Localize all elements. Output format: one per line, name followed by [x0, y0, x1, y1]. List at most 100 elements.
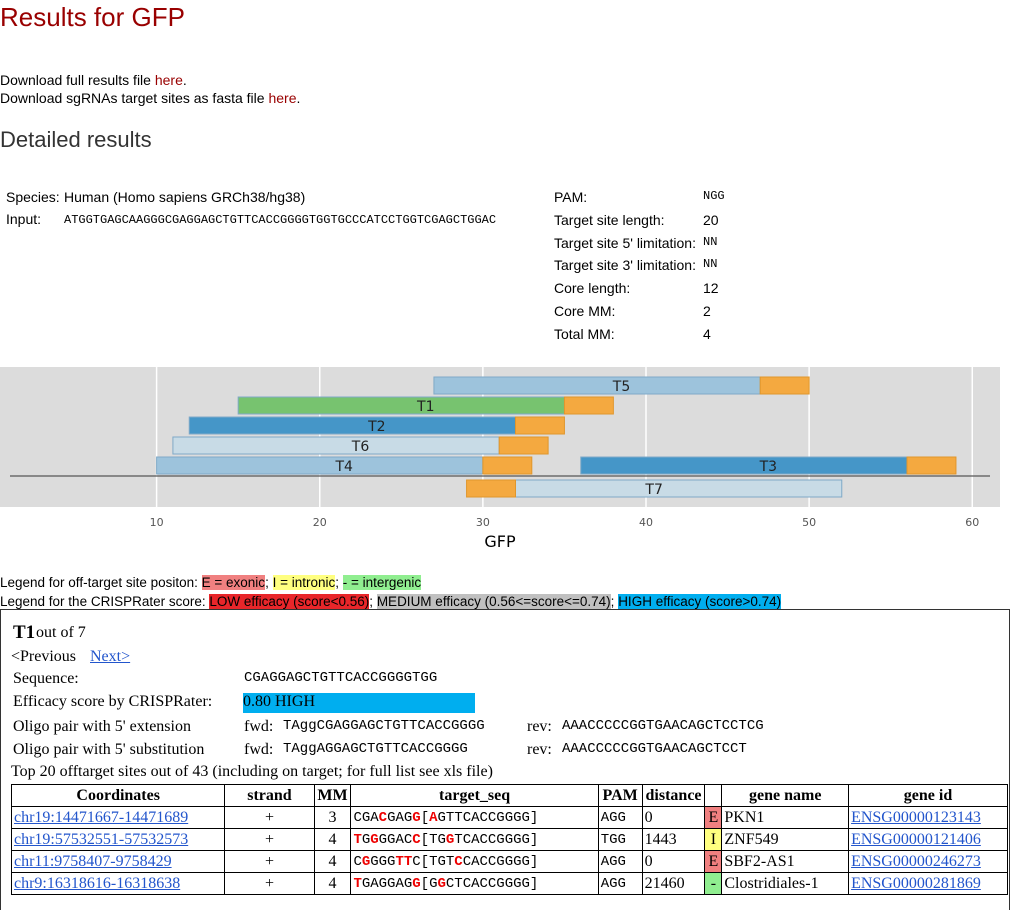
gene-id-link[interactable]: ENSG00000123143: [851, 808, 981, 826]
pam-bar: [906, 456, 957, 475]
cell: +: [224, 850, 315, 873]
download-text: Download full results file: [0, 72, 155, 88]
cell: CGACGAGG[AGTTCACCGGGG]: [350, 806, 599, 829]
param-label: Target site 5' limitation:: [554, 234, 696, 251]
seq-part: [: [420, 809, 430, 826]
cell: -: [704, 872, 723, 895]
cell: TGG: [597, 828, 643, 851]
param-value: 2: [703, 303, 711, 319]
column-header: target_seq: [350, 784, 599, 807]
next-link[interactable]: Next>: [90, 648, 131, 665]
column-header: gene id: [848, 784, 1008, 807]
section-title: Detailed results: [0, 127, 152, 152]
site-label: T6: [351, 439, 370, 455]
legend-item: I = intronic: [272, 575, 336, 590]
legend-item: - = intergenic: [342, 575, 422, 590]
offtarget-table: Coordinates strand MM target_seq PAM distance…: [10, 784, 1008, 895]
seq-part: [G: [420, 875, 438, 892]
download-text: Download sgRNAs target sites as fasta fi…: [0, 90, 269, 106]
downloads: Download full results file here. Download…: [0, 71, 300, 107]
gene-id-link[interactable]: ENSG00000121406: [851, 830, 981, 848]
legend-line: Legend for the CRISPRater score: LOW eff…: [0, 592, 782, 611]
param-label: Target site length:: [554, 211, 665, 228]
param-label: Input:: [6, 211, 42, 227]
gene-id-link[interactable]: ENSG00000246273: [851, 852, 981, 870]
gene-id-link[interactable]: ENSG00000281869: [851, 874, 981, 892]
download-line: Download sgRNAs target sites as fasta fi…: [0, 89, 300, 107]
coordinate-link[interactable]: chr9:16318616-16318638: [14, 874, 181, 892]
target-name: T1: [13, 622, 36, 643]
pam-bar: [482, 456, 533, 475]
cell: ENSG00000123143: [848, 806, 1008, 829]
seq-part: GTTCACCGGGG]: [437, 809, 539, 826]
cell: +: [224, 828, 315, 851]
legend-text: Legend for off-target site positon:: [0, 575, 202, 590]
cell: AGG: [597, 806, 643, 829]
target-count: out of 7: [36, 624, 86, 641]
seq-part: CTCACCGGGG]: [445, 875, 539, 892]
seq-part: G: [445, 831, 455, 848]
site-label: T3: [759, 459, 777, 475]
download-link[interactable]: here: [154, 72, 183, 88]
label: fwd:: [244, 718, 274, 735]
table-caption: Top 20 offtarget sites out of 43 (includ…: [11, 763, 493, 780]
target-plot: 10 20 30 40 50 60 T5 T1 T2 T6 T4 T3 T7 GFP: [0, 367, 1000, 551]
cell: ENSG00000121406: [848, 828, 1008, 851]
download-link[interactable]: here: [268, 90, 297, 106]
seq-part: CACCGGGG]: [462, 853, 539, 870]
pam-bar: [514, 416, 565, 435]
label: Oligo pair with 5' substitution: [13, 741, 205, 758]
label: rev:: [527, 741, 552, 758]
cell: 1443: [641, 828, 706, 851]
cell: ENSG00000281869: [848, 872, 1008, 895]
coordinate-link[interactable]: chr19:57532551-57532573: [14, 830, 189, 848]
param-value: 4: [703, 325, 711, 342]
seq-part: G: [361, 853, 371, 870]
x-axis-label: GFP: [484, 532, 516, 551]
legend: Legend for off-target site positon: E = …: [0, 573, 782, 611]
legend-item: MEDIUM efficacy (0.56<=score<=0.74): [376, 594, 611, 609]
seq-part: GAG: [387, 809, 413, 826]
coordinate-link[interactable]: chr19:14471667-14471689: [14, 808, 189, 826]
cell: chr19:14471667-14471689: [10, 806, 226, 829]
cell: 4: [313, 872, 352, 895]
seq-part: T: [353, 831, 362, 848]
param-label: Core MM:: [554, 303, 616, 319]
column-header: Coordinates: [10, 784, 226, 807]
cell: Clostridiales-1: [721, 872, 850, 895]
pam-bar: [466, 479, 516, 498]
download-end: .: [182, 72, 187, 88]
x-tick-label: 10: [150, 516, 164, 529]
cell: chr9:16318616-16318638: [10, 872, 226, 895]
column-header: gene name: [721, 784, 850, 807]
legend-item: HIGH efficacy (score>0.74): [618, 594, 782, 609]
seq-part: GAGGAG: [361, 875, 413, 892]
cell: AGG: [597, 850, 643, 873]
table-row: chr19:14471667-14471689 +3 CGACGAGG[AGTTCA…: [10, 806, 1008, 829]
cell: SBF2-AS1: [721, 850, 850, 873]
cell: ZNF549: [721, 828, 850, 851]
cell: 21460: [641, 872, 706, 895]
cell: chr11:9758407-9758429: [10, 850, 226, 873]
cell: +: [224, 872, 315, 895]
cell: TGAGGAGG[GGCTCACCGGGG]: [350, 872, 599, 895]
label: Oligo pair with 5' extension: [13, 718, 191, 735]
target-bar: [156, 456, 484, 475]
cell: 4: [313, 828, 352, 851]
site-label: T5: [612, 379, 630, 395]
cell: +: [224, 806, 315, 829]
coordinate-link[interactable]: chr11:9758407-9758429: [14, 852, 172, 870]
seq-part: TT: [395, 853, 413, 870]
cell: TGGGGACC[TGGTCACCGGGG]: [350, 828, 599, 851]
download-line: Download full results file here.: [0, 71, 300, 89]
oligo: TAggCGAGGAGCTGTTCACCGGGG: [283, 718, 485, 734]
x-tick-label: 30: [476, 516, 490, 529]
page-title: Results for GFP: [0, 2, 185, 32]
oligo: AAACCCCCGGTGAACAGCTCCTCG: [562, 718, 764, 734]
seq-part: GGG: [370, 853, 396, 870]
param-value: NN: [703, 234, 718, 249]
legend-sep: ;: [335, 575, 343, 590]
x-tick-label: 20: [313, 516, 327, 529]
table-row: chr19:57532551-57532573 +4 TGGGGACC[TGGTCA…: [10, 828, 1008, 851]
seq-part: C[TGT: [412, 853, 455, 870]
